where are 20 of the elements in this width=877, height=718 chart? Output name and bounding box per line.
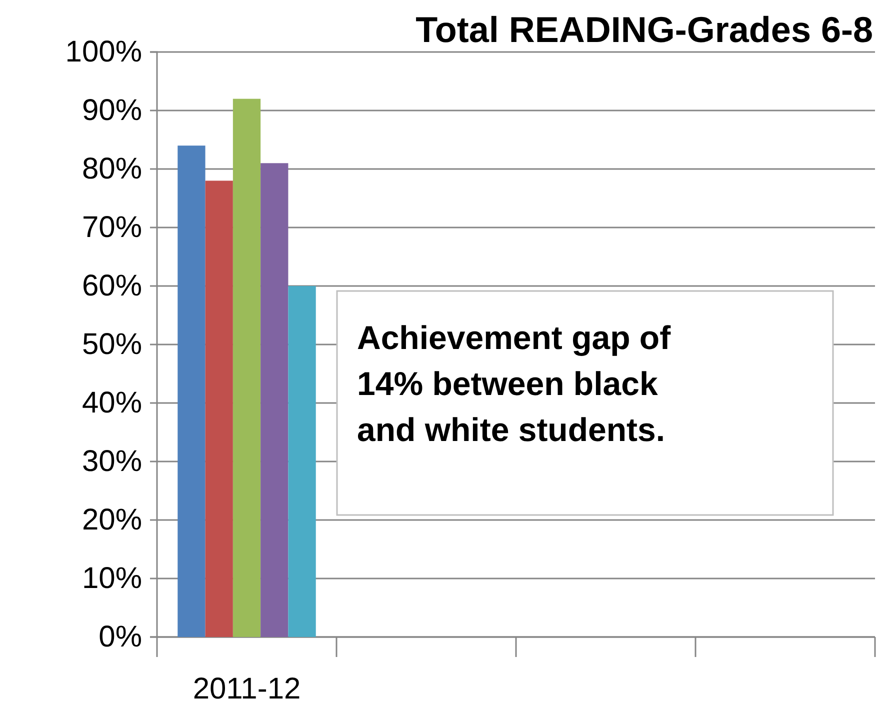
y-tick-label: 20% (82, 504, 142, 537)
y-tick-label: 10% (82, 562, 142, 596)
y-tick-label: 70% (82, 211, 142, 244)
y-tick-label: 90% (82, 94, 142, 128)
annotation: Achievement gap of 14% between black and white students. (357, 319, 672, 448)
y-tick-label: 40% (82, 386, 142, 420)
y-tick-label: 80% (82, 152, 142, 186)
y-tick-label: 60% (82, 270, 142, 303)
bar (260, 163, 288, 637)
y-tick-label: 30% (82, 445, 142, 478)
x-tick-label: 2011-12 (192, 672, 301, 706)
bar (178, 146, 206, 637)
y-tick-label: 50% (82, 328, 142, 362)
bar (288, 286, 316, 637)
bar (232, 98, 261, 637)
bar (205, 180, 233, 637)
text-box: Achievement gap of 14% between black and white students. (336, 290, 834, 516)
y-tick-label: 100% (65, 36, 142, 69)
y-tick-label: 0% (98, 620, 142, 654)
chart-title: Total READING-Grades 6-8 (416, 9, 873, 50)
